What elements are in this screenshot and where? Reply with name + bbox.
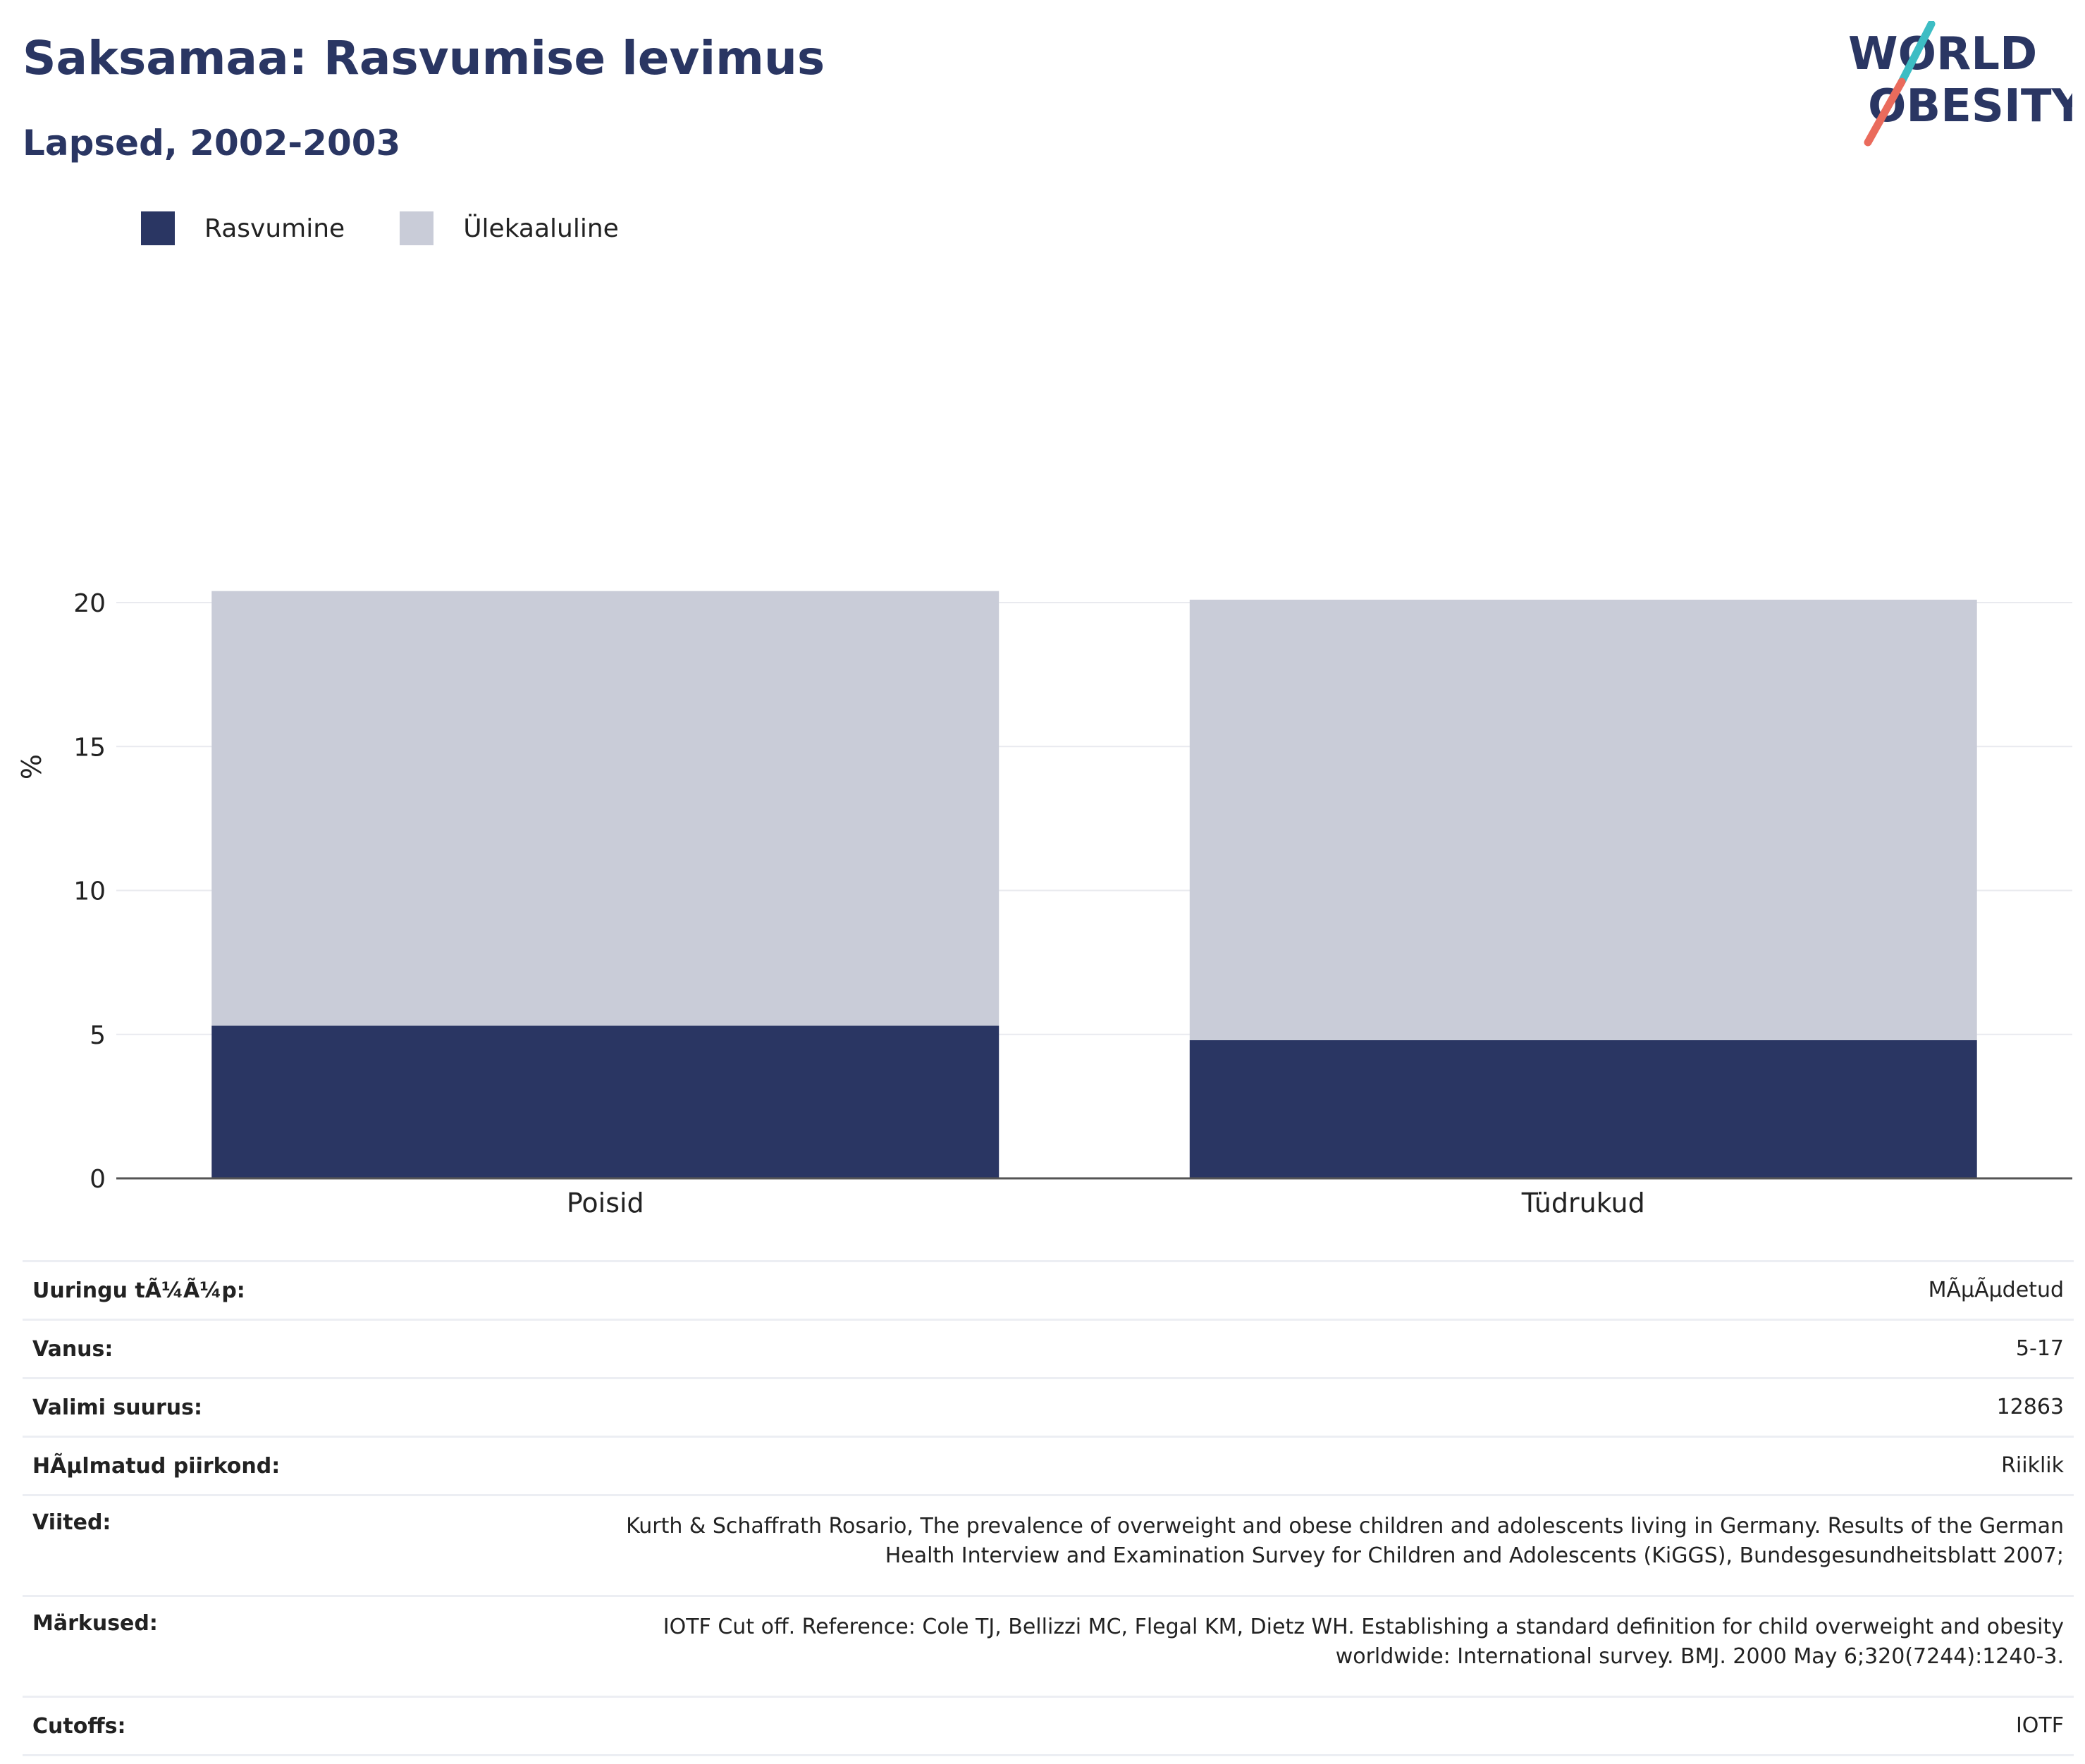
info-row: HÃµlmatud piirkond: Riiklik: [23, 1436, 2074, 1495]
info-value-line: MÃµÃµdetud: [1928, 1278, 2064, 1302]
x-tick-label: Poisid: [567, 1188, 644, 1219]
chart-legend: Rasvumine Ülekaaluline: [141, 209, 674, 248]
info-value: IOTF: [340, 1696, 2074, 1756]
info-label: Uuringu tÃ¼Ã¼p:: [23, 1260, 340, 1320]
y-tick-label: 15: [73, 733, 106, 762]
logo-slash-top: [1898, 21, 1936, 86]
y-tick-label: 5: [90, 1021, 106, 1050]
info-row: Valimi suurus: 12863: [23, 1377, 2074, 1437]
legend-label-obesity: Rasvumine: [204, 214, 345, 243]
info-value: 5-17: [340, 1319, 2074, 1378]
info-label: Valimi suurus:: [23, 1377, 340, 1437]
legend-label-overweight: Ülekaaluline: [463, 214, 619, 243]
info-row: Uuringu tÃ¼Ã¼p: MÃµÃµdetud: [23, 1260, 2074, 1320]
bars: [211, 591, 1977, 1178]
info-row: Cutoffs: IOTF: [23, 1696, 2074, 1756]
bar-obesity-0[interactable]: [211, 1025, 1000, 1178]
info-value-line: 12863: [1996, 1395, 2064, 1419]
bar-obesity-1[interactable]: [1189, 1040, 1977, 1178]
logo-slash-bottom: [1864, 78, 1906, 147]
y-axis-label: %: [16, 754, 47, 779]
info-label: Märkused:: [23, 1595, 340, 1697]
info-value-line: Health Interview and Examination Survey …: [885, 1543, 2064, 1568]
legend-swatch-obesity: [141, 211, 175, 245]
info-value-line: IOTF Cut off. Reference: Cole TJ, Belliz…: [663, 1615, 2064, 1639]
x-tick-labels: Poisid Tüdrukud: [567, 1188, 1645, 1219]
info-row: Vanus: 5-17: [23, 1319, 2074, 1378]
legend-swatch-overweight: [400, 211, 434, 245]
info-label: HÃµlmatud piirkond:: [23, 1436, 340, 1495]
legend-item-obesity: Rasvumine: [141, 211, 345, 245]
info-value-line: Kurth & Schaffrath Rosario, The prevalen…: [626, 1514, 2064, 1538]
info-value-line: Riiklik: [2001, 1453, 2064, 1478]
survey-info-table: Uuringu tÃ¼Ã¼p: MÃµÃµdetud Vanus: 5-17 Valim…: [23, 1260, 2074, 1756]
info-label: Viited:: [23, 1494, 340, 1596]
chart-subtitle: Lapsed, 2002-2003: [23, 123, 401, 164]
info-value-line: 5-17: [2015, 1336, 2064, 1361]
info-value: MÃµÃµdetud: [340, 1260, 2074, 1320]
y-tick-labels: 0 5 10 15 20: [73, 589, 106, 1194]
info-value: 12863: [340, 1377, 2074, 1437]
logo-line1: WORLD: [1848, 28, 2037, 80]
info-value: Riiklik: [340, 1436, 2074, 1495]
legend-item-overweight: Ülekaaluline: [400, 211, 619, 245]
info-row: Märkused: IOTF Cut off. Reference: Cole T…: [23, 1595, 2074, 1697]
info-value: IOTF Cut off. Reference: Cole TJ, Belliz…: [340, 1595, 2074, 1697]
y-tick-label: 0: [90, 1165, 106, 1194]
info-label: Vanus:: [23, 1319, 340, 1378]
bar-overweight-0[interactable]: [211, 591, 1000, 1026]
info-value-line: worldwide: International survey. BMJ. 20…: [1335, 1644, 2064, 1669]
info-label: Cutoffs:: [23, 1696, 340, 1756]
y-tick-label: 20: [73, 589, 106, 618]
chart-title: Saksamaa: Rasvumise levimus: [23, 31, 825, 85]
y-tick-label: 10: [73, 877, 106, 906]
x-tick-label: Tüdrukud: [1521, 1188, 1645, 1219]
info-row: Viited: Kurth & Schaffrath Rosario, The p…: [23, 1494, 2074, 1596]
info-value: Kurth & Schaffrath Rosario, The prevalen…: [340, 1494, 2074, 1596]
bar-overweight-1[interactable]: [1189, 599, 1977, 1040]
world-obesity-logo: WORLD OBESITY: [1848, 21, 2072, 147]
info-value-line: IOTF: [2015, 1713, 2064, 1738]
stacked-bar-chart: 0 5 10 15 20 Poisid Tüdrukud %: [16, 589, 2072, 1219]
